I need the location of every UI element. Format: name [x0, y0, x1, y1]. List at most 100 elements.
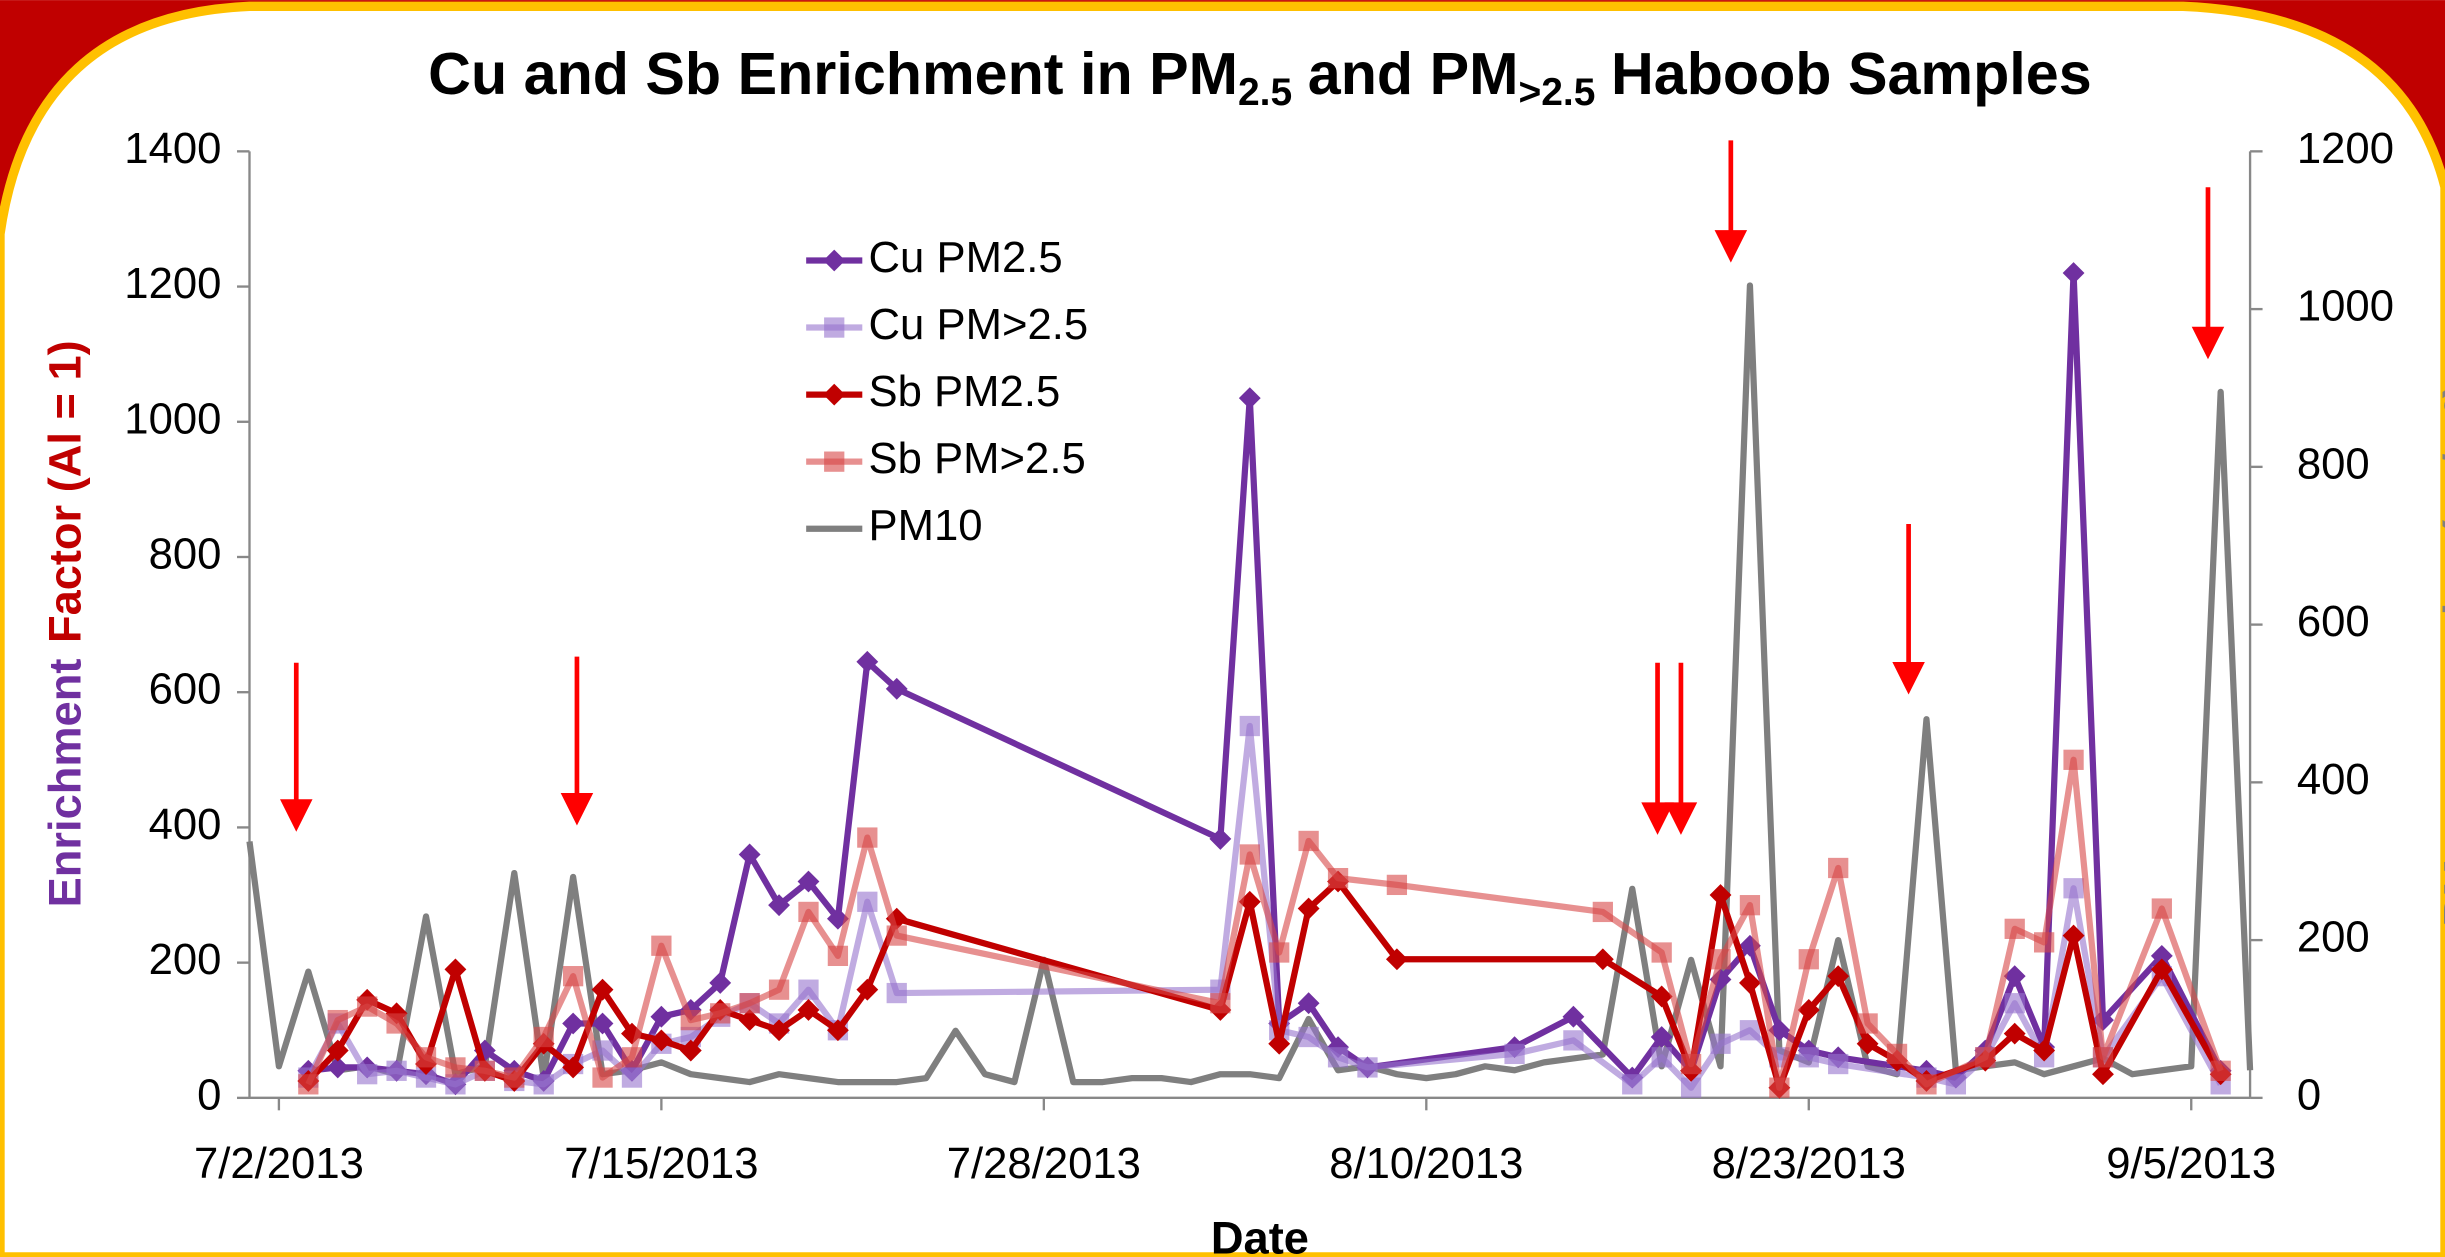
y2-tick-label: 1000 — [2297, 282, 2394, 331]
arrowhead — [1641, 802, 1674, 835]
data-point — [2034, 932, 2055, 953]
y2-tick-label: 600 — [2297, 597, 2370, 646]
data-point — [826, 1019, 849, 1042]
data-point — [1710, 1033, 1731, 1054]
data-point — [710, 1003, 731, 1024]
data-point — [1298, 1026, 1319, 1048]
legend-label: Sb PM2.5 — [869, 367, 1061, 416]
legend-marker — [824, 317, 845, 338]
data-point — [2003, 1022, 2026, 1045]
data-point — [856, 978, 879, 1001]
data-point — [298, 1074, 319, 1095]
data-point — [798, 979, 819, 1000]
data-point — [797, 999, 820, 1021]
data-point — [2150, 944, 2173, 967]
data-point — [2063, 878, 2084, 899]
data-point — [2151, 898, 2172, 919]
legend-marker — [823, 383, 846, 406]
data-point — [2004, 993, 2025, 1014]
data-point — [886, 982, 907, 1004]
data-point — [1680, 1053, 1702, 1075]
data-point — [533, 1074, 554, 1095]
y-tick-label: 600 — [149, 665, 222, 714]
data-point — [326, 1039, 349, 1062]
legend-label: PM10 — [869, 501, 983, 550]
data-point — [1651, 942, 1672, 963]
data-point — [1239, 844, 1260, 865]
series-line — [246, 282, 2254, 1086]
haboob-arrows — [280, 140, 2225, 835]
y-tick-label: 800 — [149, 530, 222, 579]
y2-tick-label: 400 — [2297, 755, 2370, 804]
data-point — [2003, 965, 2026, 988]
data-point — [415, 1047, 437, 1068]
data-point — [1798, 1047, 1819, 1068]
data-point — [2210, 1060, 2231, 1081]
y2-axis-label: PM concentration (µg/m³) — [2435, 383, 2445, 927]
series — [298, 749, 2231, 1098]
data-point — [386, 1060, 407, 1081]
data-point — [1386, 874, 1408, 896]
data-point — [504, 1067, 525, 1088]
data-point — [680, 1009, 701, 1031]
data-point — [1357, 1057, 1378, 1078]
data-point — [1856, 1032, 1879, 1055]
data-point — [1857, 1013, 1878, 1034]
y-axis-label-part: Factor (Al = 1) — [40, 340, 91, 643]
data-point — [1504, 1043, 1525, 1065]
x-tick-label: 8/10/2013 — [1329, 1139, 1523, 1188]
data-point — [445, 1074, 466, 1095]
x-tick-label: 7/15/2013 — [564, 1139, 758, 1188]
data-point — [1797, 999, 1820, 1021]
y-tick-label: 1000 — [124, 394, 221, 443]
x-tick-label: 7/2/2013 — [194, 1139, 364, 1188]
data-point — [1562, 1005, 1585, 1028]
data-point — [857, 891, 878, 912]
data-point — [1268, 1032, 1291, 1055]
arrowhead — [2191, 326, 2225, 360]
arrowhead — [1664, 802, 1698, 835]
data-point — [739, 993, 760, 1014]
data-point — [857, 827, 878, 848]
data-point — [1828, 1053, 1849, 1075]
arrowhead — [560, 793, 594, 826]
x-tick-label: 8/23/2013 — [1712, 1139, 1906, 1188]
data-point — [1739, 972, 1761, 994]
data-point — [1591, 948, 1614, 971]
data-point — [621, 1047, 643, 1068]
title-part: and PM — [1308, 40, 1519, 107]
data-point — [327, 1009, 348, 1031]
data-point — [1622, 1074, 1643, 1095]
data-point — [2004, 918, 2025, 939]
data-point — [357, 996, 378, 1017]
x-axis-label: Date — [1211, 1212, 1309, 1257]
data-point — [1827, 965, 1850, 988]
chart-title: Cu and Sb Enrichment in PM2.5 and PM>2.5 H… — [428, 40, 2091, 115]
data-point — [2063, 749, 2084, 770]
y-tick-label: 400 — [149, 800, 222, 849]
arrowhead — [1714, 230, 1748, 263]
data-point — [650, 1029, 673, 1052]
data-point — [386, 1013, 407, 1034]
data-point — [1710, 949, 1731, 970]
title-subscript: >2.5 — [1518, 72, 1595, 115]
data-point — [474, 1060, 495, 1081]
y2-tick-label: 800 — [2297, 439, 2370, 488]
arrowhead — [280, 799, 313, 832]
data-point — [1709, 884, 1732, 906]
data-point — [768, 979, 790, 1000]
y-axis-label-part: Enrichment — [40, 659, 91, 908]
title-subscript: 2.5 — [1238, 72, 1292, 115]
title-part: Haboob Samples — [1611, 40, 2092, 107]
title-part: Cu and Sb Enrichment in PM — [428, 40, 1238, 107]
legend-marker — [824, 451, 845, 472]
data-point — [1239, 715, 1260, 737]
data-point — [1680, 1077, 1702, 1098]
data-point — [1798, 949, 1819, 970]
data-point — [2092, 1063, 2114, 1086]
data-point — [1269, 942, 1290, 963]
data-point — [1828, 857, 1849, 879]
y-axis-label: Enrichment Factor (Al = 1) — [40, 340, 91, 907]
